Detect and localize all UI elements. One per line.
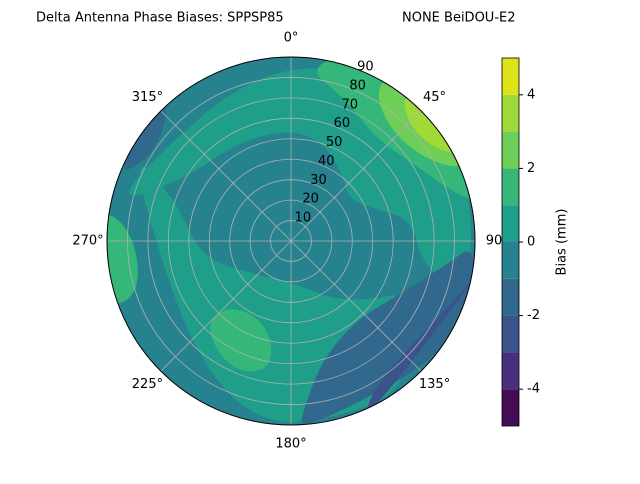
- angular-grid: [290, 110, 422, 242]
- radial-tick-label: 10: [295, 211, 312, 226]
- colorbar-segment: [502, 315, 519, 353]
- angular-tick-label: 0°: [284, 31, 299, 46]
- radial-tick-label: 20: [302, 192, 319, 207]
- colorbar-tick-label: 4: [527, 87, 535, 102]
- radial-tick-label: 40: [318, 154, 335, 169]
- colorbar-segment: [502, 242, 519, 279]
- colorbar-segment: [502, 352, 519, 390]
- colorbar-tick-label: -4: [527, 382, 540, 397]
- colorbar-label: Bias (mm): [555, 209, 570, 276]
- angular-tick-label: 225°: [132, 377, 163, 392]
- angular-grid: [160, 240, 292, 372]
- polar-frame: [106, 56, 476, 426]
- colorbar-tick-label: -2: [527, 308, 540, 323]
- angular-tick-label: 90: [486, 234, 503, 249]
- radial-tick-label: 70: [341, 97, 358, 112]
- angular-grid: [290, 240, 422, 372]
- angular-tick-label: 45°: [423, 90, 446, 105]
- chart-subtitle: NONE BeiDOU-E2: [402, 11, 516, 26]
- chart-title: Delta Antenna Phase Biases: SPPSP85: [36, 11, 284, 26]
- colorbar-segment: [502, 278, 519, 316]
- contour-region: [124, 105, 166, 170]
- angular-grid: [160, 110, 292, 242]
- radial-tick-label: 80: [349, 78, 366, 93]
- angular-tick-label: 180°: [275, 437, 306, 452]
- contour-region: [366, 275, 475, 413]
- colorbar-tick-label: 0: [527, 235, 535, 250]
- radial-tick-label: 30: [310, 173, 327, 188]
- angular-tick-label: 135°: [419, 377, 450, 392]
- colorbar-tick-label: 2: [527, 161, 535, 176]
- radial-tick-label: 60: [334, 116, 351, 131]
- radial-tick-label: 50: [326, 135, 343, 150]
- contour-region: [210, 309, 272, 372]
- colorbar-segment: [502, 94, 519, 132]
- angular-tick-label: 270°: [72, 234, 103, 249]
- angular-tick-label: 315°: [132, 90, 163, 105]
- colorbar-segment: [502, 168, 519, 206]
- colorbar-segment: [502, 389, 519, 426]
- colorbar-segment: [502, 131, 519, 169]
- colorbar-segment: [502, 58, 519, 95]
- colorbar-segment: [502, 205, 519, 242]
- contour-region: [301, 251, 475, 424]
